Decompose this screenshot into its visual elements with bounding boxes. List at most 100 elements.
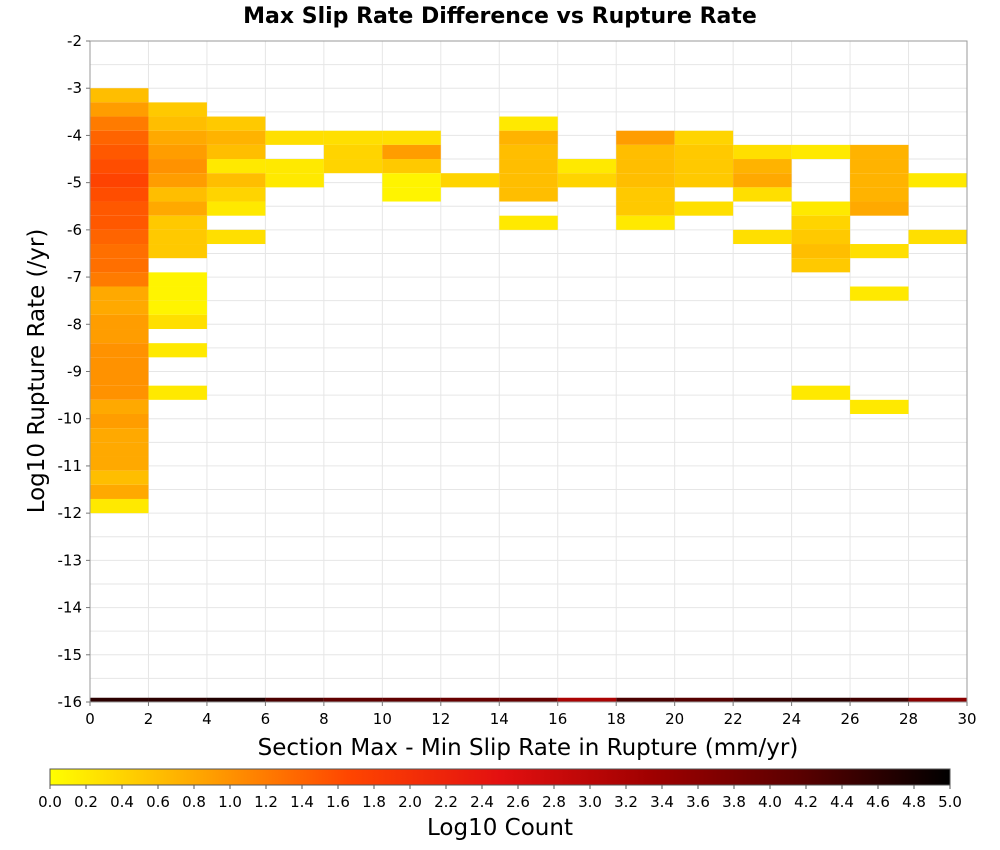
heatmap-cell — [616, 201, 675, 216]
heatmap-cell — [90, 357, 149, 372]
heatmap-cell — [674, 159, 734, 174]
heatmap-cell — [90, 187, 149, 202]
heatmap-cell — [148, 144, 207, 160]
heatmap-cell — [557, 159, 617, 174]
heatmap-cell — [850, 244, 909, 259]
heatmap-cell — [90, 300, 149, 315]
y-tick-label: -14 — [58, 599, 83, 617]
x-tick-label: 0 — [85, 710, 95, 728]
heatmap-cell — [148, 187, 207, 202]
x-tick-label: 12 — [431, 710, 450, 728]
heatmap-cell — [382, 173, 441, 188]
heatmap-cell — [791, 385, 851, 400]
heatmap-cell — [616, 159, 675, 174]
colorbar-tick-label: 0.6 — [146, 793, 170, 811]
heatmap-cell-bottom — [323, 697, 383, 702]
colorbar-ticks: 0.0 0.2 0.4 0.6 0.8 1.0 1.2 1.4 1.6 1.8 2.0 2.2 2.4 2… — [38, 785, 962, 811]
heatmap-cell — [90, 201, 149, 216]
heatmap-cells — [90, 88, 967, 702]
heatmap-cell — [148, 215, 207, 230]
heatmap-cell — [557, 173, 617, 188]
y-tick-label: -3 — [67, 79, 82, 97]
colorbar-tick-label: 1.0 — [218, 793, 242, 811]
heatmap-cell — [148, 286, 207, 301]
colorbar-tick-label: 1.6 — [326, 793, 350, 811]
heatmap-cell — [90, 159, 149, 174]
heatmap-cell — [90, 343, 149, 358]
x-axis-label: Section Max - Min Slip Rate in Rupture (… — [258, 735, 799, 761]
heatmap-cell — [908, 173, 967, 188]
heatmap-cell-bottom — [206, 697, 266, 702]
heatmap-cell — [499, 187, 558, 202]
colorbar-tick-label: 1.8 — [362, 793, 386, 811]
heatmap-cell-bottom — [499, 697, 558, 702]
colorbar-tick-label: 0.8 — [182, 793, 206, 811]
colorbar-tick-label: 4.6 — [866, 793, 890, 811]
heatmap-cell — [148, 102, 207, 117]
heatmap-cell — [674, 144, 734, 160]
heatmap-cell — [148, 272, 207, 287]
colorbar — [49, 768, 951, 786]
heatmap-cell — [323, 144, 383, 160]
x-axis-ticks: 0 2 4 6 8 10 12 14 16 18 20 22 24 26 28 30 — [85, 702, 977, 728]
heatmap-cell — [791, 229, 851, 245]
heatmap-cell — [850, 201, 909, 216]
x-tick-label: 14 — [490, 710, 509, 728]
heatmap-cell — [206, 229, 266, 245]
x-tick-label: 2 — [144, 710, 154, 728]
y-axis-ticks: -2 -3 -4 -5 -6 -7 -8 -9 -10 -11 -12 -13 -14 -15 -16 — [58, 32, 90, 711]
x-tick-label: 26 — [841, 710, 860, 728]
heatmap-cell — [90, 329, 149, 344]
x-tick-label: 20 — [665, 710, 684, 728]
heatmap-cell — [90, 229, 149, 245]
x-tick-label: 22 — [724, 710, 743, 728]
colorbar-tick-label: 2.4 — [470, 793, 494, 811]
colorbar-tick-label: 0.2 — [74, 793, 98, 811]
heatmap-cell — [206, 130, 266, 145]
heatmap-cell — [148, 343, 207, 358]
x-tick-label: 18 — [607, 710, 626, 728]
heatmap-cell — [90, 116, 149, 131]
heatmap-cell — [791, 258, 851, 273]
heatmap-cell-bottom — [90, 697, 149, 702]
y-tick-label: -7 — [67, 268, 82, 286]
heatmap-cell — [148, 244, 207, 259]
heatmap-cell — [90, 244, 149, 259]
heatmap-cell — [90, 215, 149, 230]
heatmap-cell — [90, 130, 149, 145]
heatmap-cell — [148, 116, 207, 131]
colorbar-tick-label: 2.8 — [542, 793, 566, 811]
heatmap-cell — [206, 173, 266, 188]
heatmap-cell — [791, 215, 851, 230]
x-tick-label: 24 — [782, 710, 801, 728]
y-tick-label: -2 — [67, 32, 82, 50]
heatmap-cell — [265, 130, 324, 145]
heatmap-cell — [499, 130, 558, 145]
colorbar-tick-label: 2.6 — [506, 793, 530, 811]
heatmap-cell-bottom — [265, 697, 324, 702]
colorbar-tick-label: 4.4 — [830, 793, 854, 811]
heatmap-cell — [616, 130, 675, 145]
heatmap-cell — [791, 244, 851, 259]
y-tick-label: -8 — [67, 315, 82, 333]
heatmap-cell — [90, 144, 149, 160]
heatmap-cell — [382, 187, 441, 202]
colorbar-tick-label: 3.4 — [650, 793, 674, 811]
heatmap-cell — [90, 470, 149, 485]
heatmap-cell-bottom — [382, 697, 441, 702]
heatmap-cell — [850, 399, 909, 414]
heatmap-cell-bottom — [557, 697, 617, 702]
heatmap-cell — [90, 286, 149, 301]
heatmap-cell — [674, 130, 734, 145]
heatmap-cell — [90, 442, 149, 457]
x-tick-label: 4 — [202, 710, 212, 728]
heatmap-cell — [265, 173, 324, 188]
heatmap-cell — [148, 173, 207, 188]
colorbar-tick-label: 0.0 — [38, 793, 62, 811]
heatmap-cell — [733, 144, 792, 160]
heatmap-cell-bottom — [674, 697, 734, 702]
colorbar-tick-label: 5.0 — [938, 793, 962, 811]
heatmap-cell — [148, 300, 207, 315]
heatmap-cell-bottom — [908, 697, 967, 702]
heatmap-cell — [674, 201, 734, 216]
